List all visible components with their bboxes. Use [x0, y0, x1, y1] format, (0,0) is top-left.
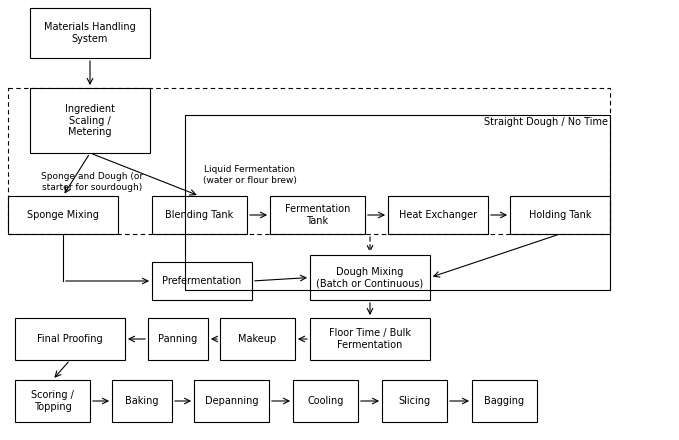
- Bar: [388, 196, 488, 234]
- Text: Dough Mixing
(Batch or Continuous): Dough Mixing (Batch or Continuous): [316, 267, 424, 288]
- Bar: [185, 115, 610, 290]
- Bar: [270, 196, 365, 234]
- Text: Floor Time / Bulk
Fermentation: Floor Time / Bulk Fermentation: [329, 328, 411, 350]
- Bar: [8, 88, 610, 234]
- Text: Bagging: Bagging: [484, 396, 525, 406]
- Text: Sponge Mixing: Sponge Mixing: [27, 210, 99, 220]
- Bar: [152, 196, 247, 234]
- Bar: [510, 196, 610, 234]
- Bar: [15, 318, 125, 360]
- Bar: [148, 318, 208, 360]
- Text: Panning: Panning: [158, 334, 198, 344]
- Text: Holding Tank: Holding Tank: [529, 210, 591, 220]
- Text: Cooling: Cooling: [308, 396, 344, 406]
- Text: Final Proofing: Final Proofing: [37, 334, 103, 344]
- Bar: [220, 318, 295, 360]
- Text: Depanning: Depanning: [205, 396, 258, 406]
- Bar: [472, 380, 537, 422]
- Text: Straight Dough / No Time: Straight Dough / No Time: [484, 117, 608, 127]
- Text: Fermentation
Tank: Fermentation Tank: [285, 204, 350, 226]
- Text: Baking: Baking: [125, 396, 159, 406]
- Bar: [382, 380, 447, 422]
- Text: Prefermentation: Prefermentation: [162, 276, 242, 286]
- Text: Materials Handling
System: Materials Handling System: [44, 22, 136, 44]
- Text: Ingredient
Scaling /
Metering: Ingredient Scaling / Metering: [65, 104, 115, 137]
- Bar: [30, 8, 150, 58]
- Text: Sponge and Dough (or
starter for sourdough): Sponge and Dough (or starter for sourdou…: [41, 172, 143, 192]
- Bar: [293, 380, 358, 422]
- Text: Liquid Fermentation
(water or flour brew): Liquid Fermentation (water or flour brew…: [203, 165, 297, 185]
- Text: Blending Tank: Blending Tank: [166, 210, 234, 220]
- Text: Slicing: Slicing: [399, 396, 430, 406]
- Bar: [8, 196, 118, 234]
- Bar: [310, 255, 430, 300]
- Text: Scoring /
Topping: Scoring / Topping: [31, 390, 74, 412]
- Text: Makeup: Makeup: [238, 334, 276, 344]
- Bar: [194, 380, 269, 422]
- Bar: [310, 318, 430, 360]
- Bar: [30, 88, 150, 153]
- Text: Heat Exchanger: Heat Exchanger: [399, 210, 477, 220]
- Bar: [15, 380, 90, 422]
- Bar: [112, 380, 172, 422]
- Bar: [152, 262, 252, 300]
